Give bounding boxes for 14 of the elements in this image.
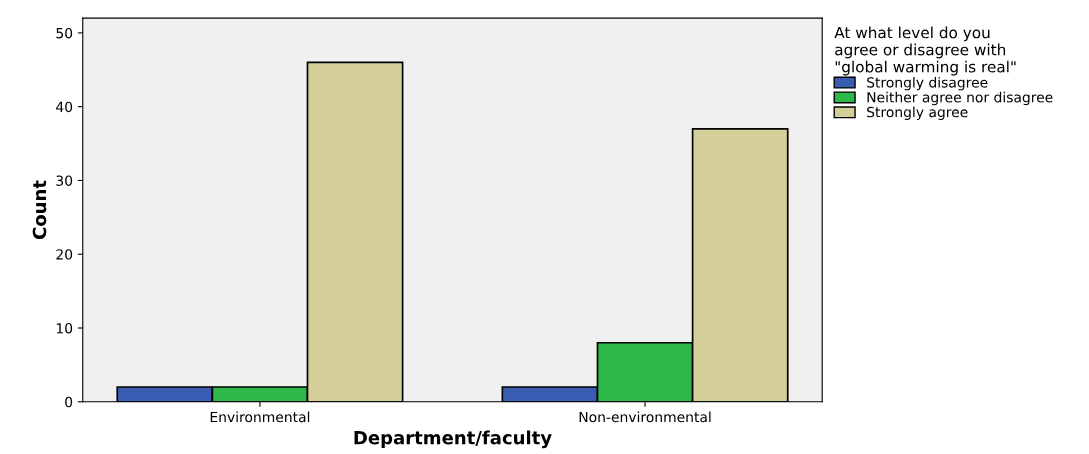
legend-title: At what level do you agree or disagree with "global warming is real" xyxy=(834,26,1016,76)
x-axis-title: Department/faculty xyxy=(354,430,552,449)
y-tick-label: 20 xyxy=(56,249,73,260)
x-tick-label: Non-environmental xyxy=(579,411,711,423)
y-axis-title: Count xyxy=(32,180,47,240)
y-tick-label: 40 xyxy=(56,101,73,113)
y-tick-label: 0 xyxy=(65,396,73,408)
legend-label: Strongly agree xyxy=(867,106,968,120)
legend-label: Strongly disagree xyxy=(867,76,988,91)
legend-label: Neither agree nor disagree xyxy=(867,91,1053,106)
x-tick-label: Environmental xyxy=(210,411,310,423)
y-tick-label: 50 xyxy=(56,27,73,39)
y-tick-label: 30 xyxy=(56,175,73,186)
y-tick-label: 10 xyxy=(56,322,73,334)
